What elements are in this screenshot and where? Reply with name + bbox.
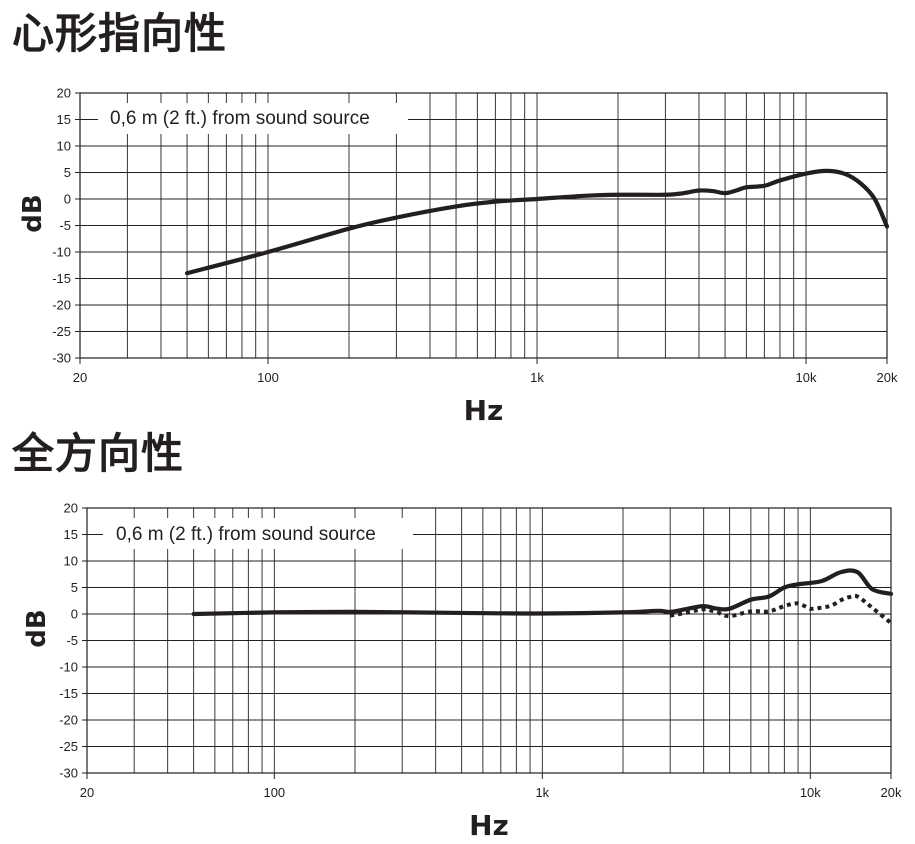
x-tick-label: 20k — [881, 785, 902, 800]
y-tick-label: 0 — [71, 607, 78, 622]
chart-annotation: 0,6 m (2 ft.) from sound source — [110, 108, 370, 129]
y-tick-label: 20 — [64, 501, 78, 516]
y-tick-label: 0 — [64, 192, 71, 207]
annotation-background — [103, 518, 413, 549]
x-tick-label: 1k — [530, 370, 544, 385]
y-axis-title: dB — [22, 609, 52, 647]
y-tick-label: -30 — [52, 351, 71, 366]
y-tick-label: -5 — [66, 633, 78, 648]
x-tick-label: 10k — [800, 785, 821, 800]
response-curve-solid — [191, 568, 894, 617]
chart-title-omnidirectional: 全方向性 — [12, 429, 185, 478]
y-tick-label: -30 — [59, 766, 78, 781]
x-tick-label: 20k — [877, 370, 898, 385]
y-tick-label: 10 — [64, 554, 78, 569]
y-tick-label: 5 — [64, 165, 71, 180]
x-axis-title: Hz — [464, 394, 504, 425]
y-tick-label: -25 — [52, 324, 71, 339]
response-curve-dotted — [669, 593, 893, 625]
y-tick-label: -10 — [59, 660, 78, 675]
x-tick-label: 20 — [73, 370, 87, 385]
y-tick-label: -20 — [52, 298, 71, 313]
chart-title-cardioid: 心形指向性 — [12, 9, 228, 58]
y-tick-label: 5 — [71, 580, 78, 595]
x-tick-label: 10k — [796, 370, 817, 385]
chart-annotation: 0,6 m (2 ft.) from sound source — [116, 524, 376, 545]
y-tick-label: -20 — [59, 713, 78, 728]
y-axis-title: dB — [18, 194, 48, 232]
y-tick-label: -10 — [52, 245, 71, 260]
y-tick-label: -15 — [59, 686, 78, 701]
y-tick-label: -5 — [59, 218, 71, 233]
y-tick-label: 10 — [57, 139, 71, 154]
annotation-background — [98, 103, 408, 134]
x-tick-label: 1k — [535, 785, 549, 800]
response-curve-solid — [184, 168, 890, 276]
x-tick-label: 20 — [80, 785, 94, 800]
y-tick-label: 15 — [57, 112, 71, 127]
x-tick-label: 100 — [257, 370, 279, 385]
y-tick-label: 15 — [64, 527, 78, 542]
y-tick-label: -25 — [59, 739, 78, 754]
y-tick-label: 20 — [57, 86, 71, 101]
x-axis-title: Hz — [469, 809, 509, 842]
x-tick-label: 100 — [263, 785, 285, 800]
y-tick-label: -15 — [52, 271, 71, 286]
